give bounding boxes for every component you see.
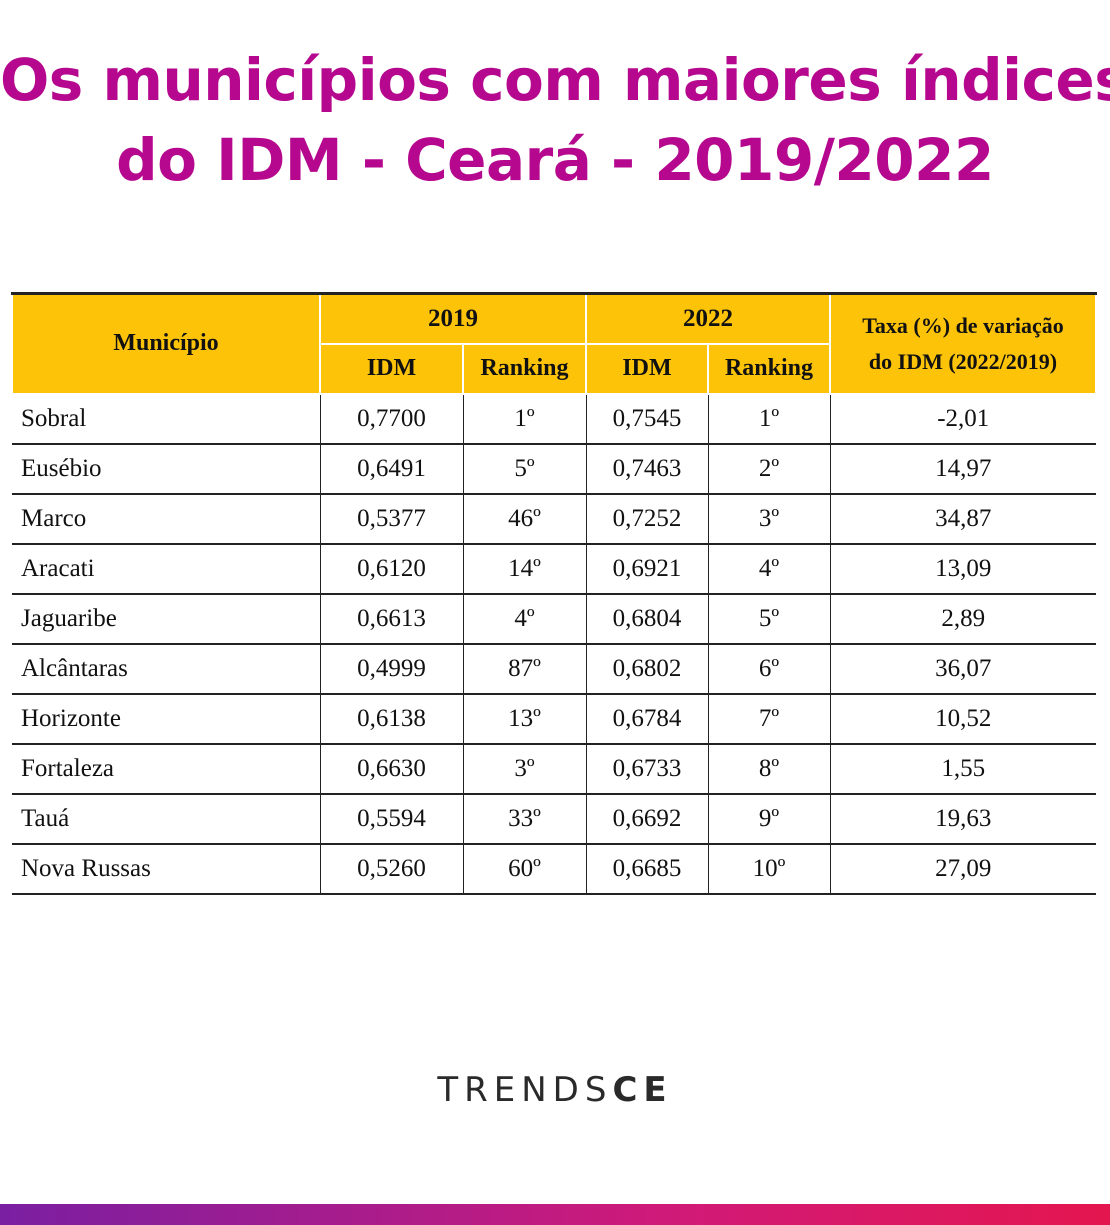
cell-taxa: 13,09 xyxy=(829,543,1096,595)
header-ranking-2022: Ranking xyxy=(707,342,831,395)
cell-municipio: Horizonte xyxy=(12,693,321,745)
logo-part-1: TRENDS xyxy=(437,1070,613,1110)
table-body: Sobral 0,7700 1º 0,7545 1º -2,01 Eusébio 0,6491… xyxy=(12,392,1096,895)
cell-municipio: Marco xyxy=(12,493,321,545)
table-row: Alcântaras 0,4999 87º 0,6802 6º 36,07 xyxy=(12,643,1096,695)
cell-idm-2022: 0,6733 xyxy=(585,743,709,795)
bottom-accent-bar xyxy=(0,1204,1110,1225)
cell-ranking-2019: 4º xyxy=(462,593,587,645)
cell-taxa: 19,63 xyxy=(829,793,1096,845)
cell-idm-2022: 0,6692 xyxy=(585,793,709,845)
cell-municipio: Aracati xyxy=(12,543,321,595)
cell-taxa: 34,87 xyxy=(829,493,1096,545)
cell-ranking-2022: 6º xyxy=(707,643,831,695)
cell-idm-2022: 0,7252 xyxy=(585,493,709,545)
header-ranking-2019: Ranking xyxy=(462,342,587,395)
cell-idm-2019: 0,6120 xyxy=(319,543,464,595)
cell-municipio: Eusébio xyxy=(12,443,321,495)
cell-taxa: -2,01 xyxy=(829,392,1096,445)
cell-idm-2022: 0,6921 xyxy=(585,543,709,595)
cell-ranking-2022: 4º xyxy=(707,543,831,595)
header-year-2022: 2022 xyxy=(585,292,831,345)
trendsce-logo: TRENDSCE xyxy=(0,1070,1110,1110)
table-row: Fortaleza 0,6630 3º 0,6733 8º 1,55 xyxy=(12,743,1096,795)
cell-ranking-2019: 3º xyxy=(462,743,587,795)
cell-idm-2022: 0,6784 xyxy=(585,693,709,745)
cell-ranking-2019: 5º xyxy=(462,443,587,495)
table-row: Aracati 0,6120 14º 0,6921 4º 13,09 xyxy=(12,543,1096,595)
cell-taxa: 10,52 xyxy=(829,693,1096,745)
cell-idm-2019: 0,4999 xyxy=(319,643,464,695)
cell-municipio: Tauá xyxy=(12,793,321,845)
table-row: Horizonte 0,6138 13º 0,6784 7º 10,52 xyxy=(12,693,1096,745)
cell-municipio: Nova Russas xyxy=(12,843,321,895)
header-year-2019: 2019 xyxy=(319,292,587,345)
cell-municipio: Fortaleza xyxy=(12,743,321,795)
cell-municipio: Sobral xyxy=(12,392,321,445)
cell-ranking-2019: 13º xyxy=(462,693,587,745)
logo-part-2: CE xyxy=(612,1070,673,1110)
cell-idm-2022: 0,6802 xyxy=(585,643,709,695)
cell-ranking-2022: 10º xyxy=(707,843,831,895)
table-row: Jaguaribe 0,6613 4º 0,6804 5º 2,89 xyxy=(12,593,1096,645)
cell-idm-2019: 0,6138 xyxy=(319,693,464,745)
title-line-1: Os municípios com maiores índices xyxy=(0,46,1110,114)
cell-idm-2019: 0,5594 xyxy=(319,793,464,845)
header-idm-2019: IDM xyxy=(319,342,464,395)
cell-idm-2019: 0,6630 xyxy=(319,743,464,795)
cell-ranking-2022: 2º xyxy=(707,443,831,495)
cell-municipio: Alcântaras xyxy=(12,643,321,695)
cell-taxa: 27,09 xyxy=(829,843,1096,895)
title-line-2: do IDM - Ceará - 2019/2022 xyxy=(116,126,994,194)
cell-idm-2019: 0,7700 xyxy=(319,392,464,445)
cell-ranking-2019: 33º xyxy=(462,793,587,845)
cell-ranking-2019: 46º xyxy=(462,493,587,545)
table-row: Tauá 0,5594 33º 0,6692 9º 19,63 xyxy=(12,793,1096,845)
header-municipio: Município xyxy=(11,292,321,395)
cell-ranking-2022: 8º xyxy=(707,743,831,795)
cell-ranking-2019: 60º xyxy=(462,843,587,895)
cell-idm-2022: 0,6685 xyxy=(585,843,709,895)
table-row: Eusébio 0,6491 5º 0,7463 2º 14,97 xyxy=(12,443,1096,495)
cell-idm-2022: 0,7545 xyxy=(585,392,709,445)
cell-ranking-2022: 5º xyxy=(707,593,831,645)
cell-ranking-2019: 14º xyxy=(462,543,587,595)
cell-idm-2019: 0,5260 xyxy=(319,843,464,895)
page-title: Os municípios com maiores índices do IDM… xyxy=(0,40,1110,200)
cell-idm-2022: 0,7463 xyxy=(585,443,709,495)
table-row: Marco 0,5377 46º 0,7252 3º 34,87 xyxy=(12,493,1096,545)
idm-table: Município 2019 2022 Taxa (%) de variação… xyxy=(11,292,1097,895)
cell-idm-2019: 0,5377 xyxy=(319,493,464,545)
cell-ranking-2022: 3º xyxy=(707,493,831,545)
cell-idm-2022: 0,6804 xyxy=(585,593,709,645)
header-taxa-line2: do IDM (2022/2019) xyxy=(868,348,1058,374)
cell-taxa: 14,97 xyxy=(829,443,1096,495)
table-row: Nova Russas 0,5260 60º 0,6685 10º 27,09 xyxy=(12,843,1096,895)
cell-taxa: 2,89 xyxy=(829,593,1096,645)
cell-taxa: 36,07 xyxy=(829,643,1096,695)
cell-idm-2019: 0,6613 xyxy=(319,593,464,645)
header-taxa-line1: Taxa (%) de variação xyxy=(862,312,1064,338)
cell-ranking-2022: 1º xyxy=(707,392,831,445)
cell-municipio: Jaguaribe xyxy=(12,593,321,645)
cell-ranking-2019: 87º xyxy=(462,643,587,695)
header-idm-2022: IDM xyxy=(585,342,709,395)
cell-ranking-2022: 9º xyxy=(707,793,831,845)
cell-ranking-2019: 1º xyxy=(462,392,587,445)
header-taxa: Taxa (%) de variação do IDM (2022/2019) xyxy=(829,292,1097,395)
cell-taxa: 1,55 xyxy=(829,743,1096,795)
cell-ranking-2022: 7º xyxy=(707,693,831,745)
table-row: Sobral 0,7700 1º 0,7545 1º -2,01 xyxy=(12,392,1096,445)
cell-idm-2019: 0,6491 xyxy=(319,443,464,495)
